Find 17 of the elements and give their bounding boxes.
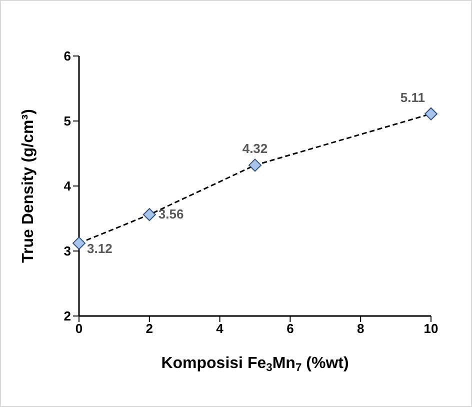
data-label: 3.56 xyxy=(158,206,184,222)
x-tick-label: 2 xyxy=(146,321,154,336)
y-tick-label: 4 xyxy=(64,178,72,194)
y-axis-title: True Density (g/cm³) xyxy=(20,109,37,263)
y-tick-label: 6 xyxy=(64,48,71,64)
x-axis-title: Komposisi Fe$_{3}$Mn$_{7}$ (%wt) xyxy=(161,355,349,374)
x-tick-label: 6 xyxy=(286,321,294,336)
data-label: 4.32 xyxy=(242,141,268,156)
x-tick-label: 4 xyxy=(216,321,224,336)
data-label: 5.11 xyxy=(400,90,425,105)
y-tick-label: 3 xyxy=(64,244,71,259)
x-tick-label: 8 xyxy=(356,321,364,336)
x-tick-label: 0 xyxy=(75,321,83,336)
y-tick-label: 2 xyxy=(64,308,71,324)
data-label: 3.12 xyxy=(87,241,112,256)
x-tick-label: 10 xyxy=(424,321,438,336)
y-tick-label: 5 xyxy=(64,114,71,129)
